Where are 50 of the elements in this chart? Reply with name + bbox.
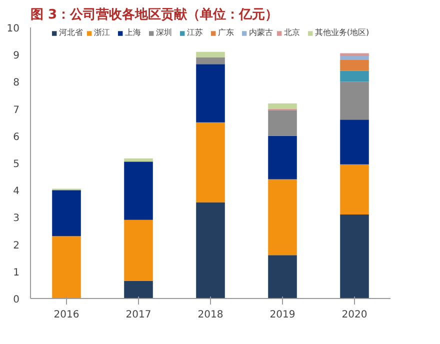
y-tick-label: 10 — [6, 24, 20, 34]
legend-label: 深圳 — [156, 27, 173, 38]
y-tick-label: 8 — [13, 78, 20, 89]
bar — [124, 220, 153, 281]
legend-label: 其他业务(地区) — [314, 27, 370, 38]
bar — [124, 162, 153, 220]
bar — [196, 122, 225, 202]
bar — [268, 179, 297, 256]
legend-label: 江苏 — [186, 27, 204, 38]
bar — [268, 255, 297, 298]
legend-label: 内蒙古 — [248, 27, 273, 38]
legend-label: 广东 — [218, 27, 235, 38]
bar — [340, 82, 369, 120]
bar — [268, 103, 297, 109]
bar — [124, 280, 153, 298]
bar — [268, 110, 297, 136]
y-tick-label: 0 — [13, 294, 20, 306]
bar — [124, 158, 153, 162]
bar — [340, 70, 369, 82]
y-tick-label: 1 — [13, 267, 20, 278]
y-tick-label: 3 — [13, 213, 20, 224]
y-tick-label: 2 — [13, 240, 20, 252]
bar — [340, 53, 369, 56]
y-tick-label: 7 — [13, 104, 20, 116]
bar — [196, 52, 225, 58]
bar — [340, 120, 369, 164]
y-tick-label: 4 — [13, 186, 20, 198]
bar — [52, 190, 81, 236]
x-tick-label: 2016 — [54, 310, 80, 320]
bar — [196, 57, 225, 64]
bar — [196, 202, 225, 298]
bar — [52, 236, 81, 298]
y-tick-label: 9 — [13, 50, 20, 62]
bar — [196, 64, 225, 122]
bar — [340, 60, 369, 71]
y-tick-label: 6 — [13, 132, 20, 143]
x-tick-label: 2017 — [126, 310, 152, 320]
bar — [340, 214, 369, 298]
bar — [340, 56, 369, 60]
x-tick-label: 2020 — [342, 310, 368, 320]
legend-label: 北京 — [284, 27, 301, 38]
legend-label: 上海 — [124, 27, 142, 38]
legend-label: 浙江 — [94, 27, 111, 38]
bar — [340, 164, 369, 214]
x-tick-label: 2019 — [270, 310, 296, 320]
x-tick-label: 2018 — [198, 310, 224, 320]
bar — [268, 136, 297, 180]
chart-title: 图 3：公司营收各地区贡献（单位：亿元） — [30, 6, 278, 22]
y-tick-label: 5 — [13, 159, 20, 170]
legend-label: 河北省 — [58, 27, 83, 38]
